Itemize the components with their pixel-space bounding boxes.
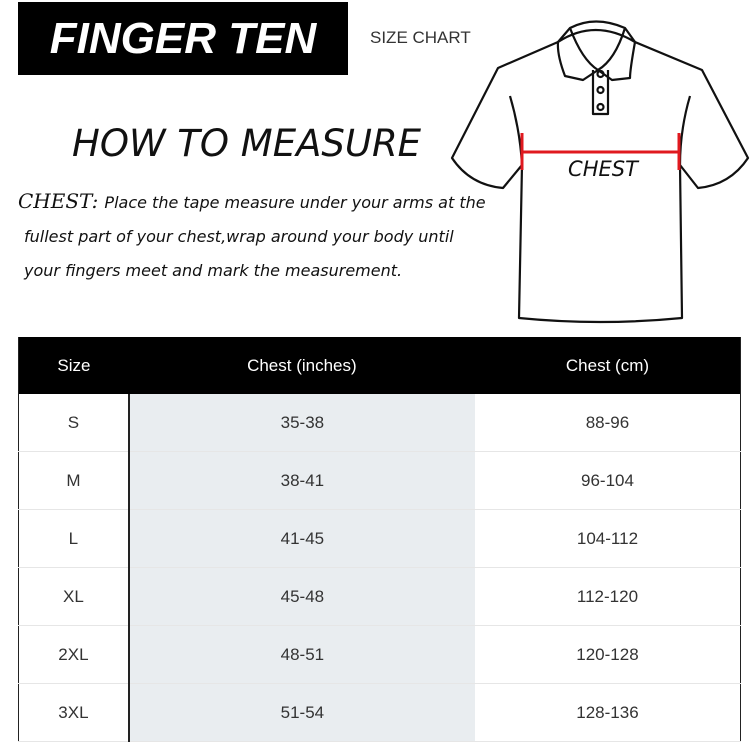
chest-inches-cell: 51-54	[128, 683, 475, 742]
header-chest-cm: Chest (cm)	[474, 337, 741, 394]
size-cell: L	[18, 509, 130, 568]
size-cell: XL	[18, 567, 130, 626]
size-cell: M	[18, 451, 130, 510]
header-chest-inches: Chest (inches)	[128, 337, 475, 394]
chest-measure-line	[520, 133, 681, 170]
chest-label: CHEST:	[18, 189, 99, 213]
chest-inches-cell: 45-48	[128, 567, 475, 626]
table-row: M 38-41 96-104	[18, 451, 741, 510]
table-row: XL 45-48 112-120	[18, 567, 741, 626]
size-chart-label: SIZE CHART	[370, 28, 471, 47]
size-cell: 2XL	[18, 625, 130, 684]
table-row: 2XL 48-51 120-128	[18, 625, 741, 684]
brand-logo: FINGER TEN	[18, 2, 348, 75]
size-cell: 3XL	[18, 683, 130, 742]
chest-cm-cell: 128-136	[474, 683, 741, 742]
instruction-line: fullest part of your chest,wrap around y…	[24, 227, 454, 246]
chest-inches-cell: 35-38	[128, 394, 475, 452]
table-header-row: Size Chest (inches) Chest (cm)	[18, 337, 741, 394]
chest-cm-cell: 88-96	[474, 394, 741, 452]
instruction-line: your fingers meet and mark the measureme…	[24, 261, 403, 280]
how-to-measure-title: HOW TO MEASURE	[72, 122, 422, 165]
chest-instructions: CHEST: Place the tape measure under your …	[18, 184, 498, 288]
table-row: S 35-38 88-96	[18, 394, 741, 452]
instruction-line: Place the tape measure under your arms a…	[104, 193, 486, 212]
size-cell: S	[18, 394, 130, 452]
chest-inches-cell: 38-41	[128, 451, 475, 510]
size-table: Size Chest (inches) Chest (cm) S 35-38 88-…	[18, 337, 741, 742]
chest-cm-cell: 112-120	[474, 567, 741, 626]
chest-inches-cell: 41-45	[128, 509, 475, 568]
chest-cm-cell: 96-104	[474, 451, 741, 510]
polo-shirt-diagram: CHEST	[450, 20, 750, 324]
chest-cm-cell: 104-112	[474, 509, 741, 568]
table-row: 3XL 51-54 128-136	[18, 683, 741, 742]
table-row: L 41-45 104-112	[18, 509, 741, 568]
chest-inches-cell: 48-51	[128, 625, 475, 684]
header-size: Size	[18, 337, 129, 394]
chest-cm-cell: 120-128	[474, 625, 741, 684]
diagram-chest-label: CHEST	[568, 157, 640, 181]
